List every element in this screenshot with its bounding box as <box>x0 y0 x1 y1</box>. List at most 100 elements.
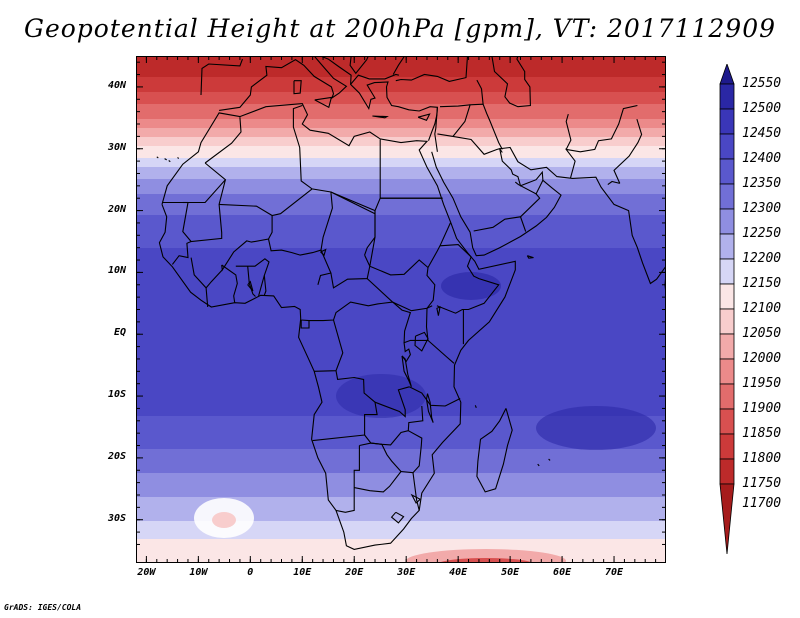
colorbar-swatch <box>719 158 735 185</box>
field-band <box>136 440 666 444</box>
country-border <box>312 434 365 442</box>
field-band <box>136 479 666 483</box>
colorbar-label: 11850 <box>742 426 782 441</box>
longitude-label: 40E <box>449 567 468 578</box>
colorbar-swatch <box>719 358 735 385</box>
country-border <box>205 287 209 308</box>
coastline <box>537 463 540 467</box>
field-band <box>136 320 666 324</box>
field-band <box>136 227 666 231</box>
field-band <box>136 221 666 225</box>
colorbar-label: 11750 <box>742 476 782 491</box>
field-band <box>136 128 666 132</box>
field-band <box>136 215 666 219</box>
country-border <box>301 301 393 322</box>
field-band <box>136 185 666 189</box>
field-band <box>136 524 666 528</box>
colorbar-swatch <box>719 408 735 435</box>
field-band <box>136 341 666 345</box>
field-band <box>136 176 666 180</box>
coastline <box>499 148 503 153</box>
country-border <box>374 197 381 238</box>
map-title: Geopotential Height at 200hPa [gpm], VT:… <box>23 14 777 43</box>
colorbar-swatch <box>719 183 735 210</box>
field-band <box>136 194 666 198</box>
field-band <box>136 158 666 162</box>
field-band <box>136 71 666 75</box>
field-band <box>136 515 666 519</box>
country-border <box>299 147 376 256</box>
country-border <box>403 339 428 344</box>
field-band <box>136 332 666 336</box>
low-height-trough-south <box>406 549 566 563</box>
latitude-label: 20S <box>107 450 126 462</box>
country-border <box>392 301 412 343</box>
high-height-cell-indian-ocean <box>536 406 656 450</box>
colorbar-swatch <box>719 308 735 335</box>
latitude-label: EQ <box>113 327 126 339</box>
longitude-label: 30E <box>397 567 416 578</box>
field-band <box>136 458 666 462</box>
coastline <box>431 146 666 285</box>
field-band <box>136 107 666 111</box>
field-band <box>136 110 666 114</box>
coastline <box>168 160 171 163</box>
field-band <box>136 257 666 261</box>
field-band <box>136 314 666 318</box>
colorbar-label: 12250 <box>742 226 782 241</box>
field-band <box>136 167 666 171</box>
country-border <box>425 305 455 364</box>
coastline <box>156 156 159 159</box>
field-band <box>136 335 666 339</box>
longitude-label: 20W <box>137 567 156 578</box>
field-band <box>136 329 666 333</box>
field-band <box>136 275 666 279</box>
field-band <box>136 362 666 366</box>
coastline <box>474 405 477 409</box>
country-border <box>410 493 421 504</box>
field-band <box>136 149 666 153</box>
field-band <box>136 437 666 441</box>
colorbar-label: 12550 <box>742 76 782 91</box>
country-border <box>247 266 256 297</box>
colorbar-label: 12450 <box>742 126 782 141</box>
coastline <box>200 58 244 96</box>
field-band <box>136 245 666 249</box>
country-border <box>263 275 267 296</box>
country-border <box>162 162 227 204</box>
field-band <box>136 497 666 501</box>
field-band <box>136 356 666 360</box>
longitude-label: 20E <box>345 567 364 578</box>
longitude-label: 10E <box>293 567 312 578</box>
field-band <box>136 299 666 303</box>
field-band <box>136 122 666 126</box>
field-band <box>136 83 666 87</box>
field-band <box>136 143 666 147</box>
colorbar-swatch <box>719 458 735 485</box>
country-border <box>452 103 503 150</box>
field-band <box>136 443 666 447</box>
field-band <box>136 95 666 99</box>
field-band <box>136 359 666 363</box>
field-band <box>136 113 666 117</box>
field-band <box>136 455 666 459</box>
colorbar-label: 12100 <box>742 301 782 316</box>
coastline <box>158 103 516 550</box>
country-border <box>320 191 333 251</box>
coastline <box>548 458 551 461</box>
field-band <box>136 494 666 498</box>
field-band <box>136 368 666 372</box>
country-border <box>412 472 420 511</box>
field-band <box>136 452 666 456</box>
field-band <box>136 92 666 96</box>
field-band <box>136 434 666 438</box>
coastline <box>164 158 167 161</box>
colorbar-swatch <box>719 133 735 160</box>
country-border <box>436 244 500 314</box>
field-band <box>136 416 666 420</box>
field-band <box>136 266 666 270</box>
field-band <box>136 56 666 60</box>
field-band <box>136 233 666 237</box>
coastline <box>219 56 348 111</box>
colorbar-swatch <box>719 433 735 460</box>
